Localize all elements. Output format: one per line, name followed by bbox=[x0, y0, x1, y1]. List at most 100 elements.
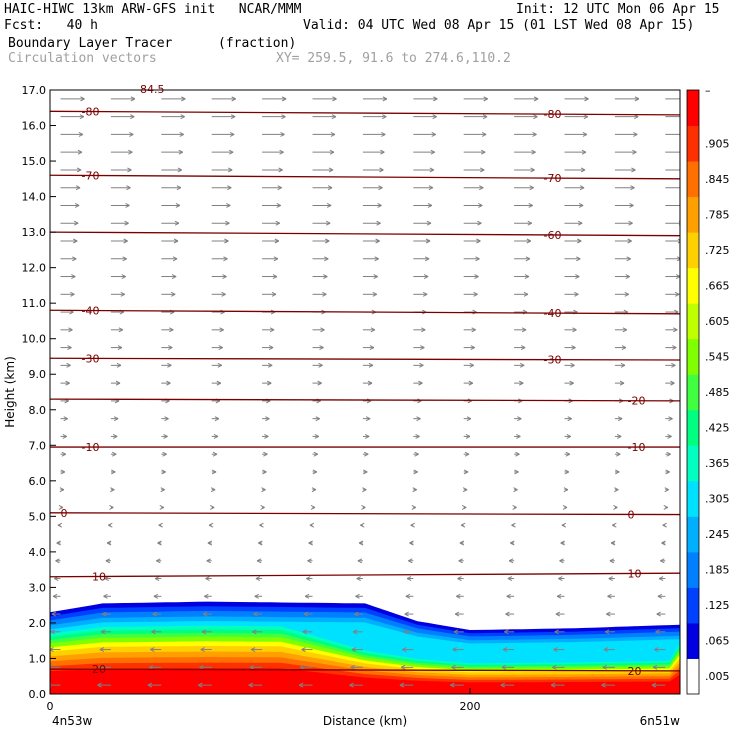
vector-arrow bbox=[514, 345, 526, 351]
vector-arrow bbox=[161, 380, 171, 386]
vector-arrow bbox=[211, 433, 219, 439]
vector-arrow bbox=[606, 611, 615, 617]
vector-arrow bbox=[211, 220, 230, 226]
vector-arrow bbox=[106, 540, 112, 546]
vector-arrow bbox=[211, 96, 236, 102]
vector-arrow bbox=[248, 682, 263, 688]
vector-arrow bbox=[60, 416, 68, 422]
vector-arrow bbox=[564, 203, 584, 208]
vector-arrow bbox=[463, 220, 482, 226]
vector-arrow bbox=[350, 664, 363, 670]
vector-arrow bbox=[362, 149, 385, 155]
vector-arrow bbox=[412, 487, 417, 493]
vector-arrow bbox=[463, 238, 481, 244]
vector-arrow bbox=[206, 558, 212, 564]
vector-arrow bbox=[50, 629, 61, 635]
vector-arrow bbox=[211, 274, 227, 279]
vector-arrow bbox=[564, 149, 587, 155]
y-tick-label: 5.0 bbox=[29, 510, 47, 523]
vector-arrow bbox=[262, 238, 280, 244]
vector-arrow bbox=[362, 362, 374, 368]
vector-arrow bbox=[156, 558, 162, 564]
vector-arrow bbox=[614, 203, 634, 208]
colorbar-swatch bbox=[687, 445, 699, 482]
vector-arrow bbox=[362, 345, 375, 351]
vector-arrow bbox=[413, 274, 429, 279]
colorbar-swatch bbox=[687, 303, 699, 340]
colorbar-swatch bbox=[687, 516, 699, 553]
vector-arrow bbox=[454, 611, 464, 617]
vector-arrow bbox=[501, 664, 515, 670]
vector-arrow bbox=[457, 576, 464, 581]
vector-arrow bbox=[56, 540, 61, 546]
y-tick-label: 8.0 bbox=[29, 404, 47, 417]
contour-label: -80 bbox=[544, 108, 562, 121]
vector-arrow bbox=[150, 647, 162, 653]
vector-arrow bbox=[564, 167, 586, 173]
vector-arrow bbox=[262, 220, 280, 226]
y-tick-label: 9.0 bbox=[29, 368, 47, 381]
vector-arrow bbox=[463, 327, 476, 333]
vector-arrow bbox=[211, 203, 231, 208]
vector-arrow bbox=[58, 505, 64, 510]
vector-arrow bbox=[60, 362, 71, 368]
vector-arrow bbox=[304, 593, 313, 599]
vector-arrow bbox=[512, 505, 517, 510]
vector-arrow bbox=[147, 682, 162, 688]
vector-arrow bbox=[505, 611, 515, 617]
colorbar-top-label: – bbox=[705, 84, 711, 97]
colorbar-label: .245 bbox=[705, 528, 730, 541]
vector-arrow bbox=[351, 647, 363, 653]
vector-arrow bbox=[202, 611, 212, 617]
vector-arrow bbox=[607, 593, 615, 599]
vector-arrow bbox=[161, 416, 169, 422]
vector-arrow bbox=[413, 345, 425, 351]
contour-label: -80 bbox=[82, 105, 100, 118]
vector-arrow bbox=[211, 451, 218, 457]
vector-arrow bbox=[362, 167, 384, 173]
vector-arrow bbox=[259, 522, 264, 528]
vector-arrow bbox=[211, 327, 224, 333]
vector-arrow bbox=[614, 220, 633, 226]
vector-arrow bbox=[400, 664, 414, 670]
field-units: (fraction) bbox=[218, 36, 297, 51]
vector-arrow bbox=[312, 149, 335, 155]
vector-arrow bbox=[312, 416, 320, 422]
vector-arrow bbox=[161, 433, 168, 439]
vector-arrow bbox=[211, 256, 228, 262]
vector-arrow bbox=[60, 256, 77, 262]
vector-arrow bbox=[614, 487, 619, 493]
vector-arrow bbox=[253, 611, 263, 617]
vector-arrow bbox=[507, 576, 515, 581]
vector-arrow bbox=[60, 131, 84, 137]
vector-arrow bbox=[262, 131, 285, 137]
vector-arrow bbox=[60, 345, 72, 351]
vector-arrow bbox=[354, 611, 363, 617]
vector-arrow bbox=[564, 291, 579, 297]
vector-arrow bbox=[614, 469, 620, 475]
vector-arrow bbox=[59, 487, 65, 493]
vector-arrow bbox=[453, 629, 464, 635]
vector-arrow bbox=[161, 220, 180, 226]
vector-arrow bbox=[564, 451, 571, 457]
vectors-name: Circulation vectors bbox=[8, 51, 157, 66]
vector-arrow bbox=[560, 540, 565, 546]
x-start-label: 4n53w bbox=[52, 714, 93, 728]
vector-arrow bbox=[564, 469, 570, 475]
vector-arrow bbox=[161, 114, 185, 120]
vector-arrow bbox=[362, 291, 377, 297]
colorbar-label: .185 bbox=[705, 564, 730, 577]
vector-arrow bbox=[462, 487, 468, 493]
vector-arrow bbox=[665, 416, 673, 422]
vector-arrow bbox=[613, 505, 618, 510]
vector-arrow bbox=[514, 131, 537, 137]
vector-arrow bbox=[550, 682, 565, 688]
vector-arrow bbox=[161, 291, 176, 297]
vector-arrow bbox=[608, 576, 615, 581]
vector-arrow bbox=[110, 167, 132, 173]
colorbar-label: .845 bbox=[705, 173, 730, 186]
vector-arrow bbox=[413, 380, 423, 386]
vector-arrow bbox=[262, 96, 287, 102]
vector-arrow bbox=[262, 451, 268, 457]
vector-arrow bbox=[209, 505, 215, 510]
